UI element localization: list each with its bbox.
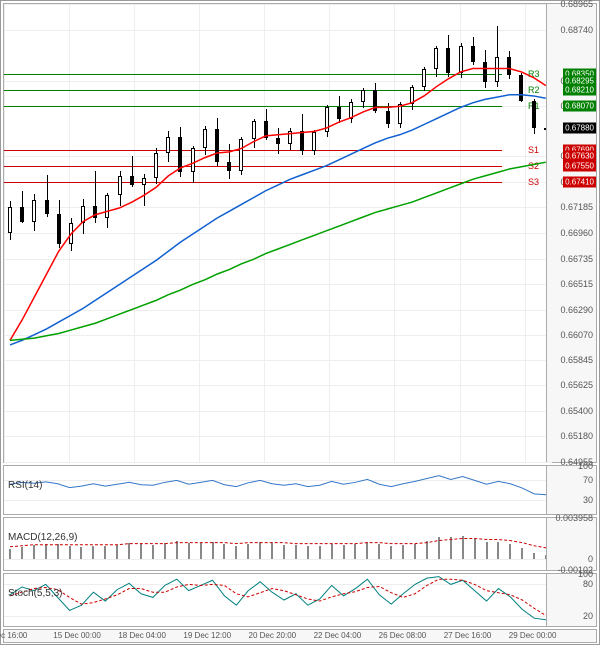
macd-label: MACD(12,26,9) bbox=[8, 532, 77, 543]
rsi-label: RSI(14) bbox=[8, 480, 42, 491]
macd-panel[interactable]: MACD(12,26,9) 0.0039580-0.00102 bbox=[3, 517, 597, 571]
sr-label-r2: R2 bbox=[528, 85, 540, 95]
stoch-label: Stoch(5,5,3) bbox=[8, 588, 62, 599]
sr-line-s1 bbox=[4, 150, 502, 151]
sr-label-s1: S1 bbox=[528, 145, 539, 155]
y-tick: 0.68740 bbox=[560, 25, 593, 35]
x-tick: 27 Dec 16:00 bbox=[444, 631, 492, 640]
price-panel[interactable]: R3R2R1S1S2S3 0.689650.687400.682950.6807… bbox=[3, 3, 597, 463]
sub-tick: 0.003958 bbox=[555, 513, 593, 523]
rsi-chart-area bbox=[4, 466, 546, 514]
price-tag: 0.67630 bbox=[563, 151, 596, 162]
stoch-y-axis: 2080100 bbox=[546, 574, 596, 626]
sub-tick: 30 bbox=[583, 495, 593, 505]
y-tick: 0.66515 bbox=[560, 279, 593, 289]
rsi-panel[interactable]: RSI(14) 3070100 bbox=[3, 465, 597, 515]
sr-label-s2: S2 bbox=[528, 161, 539, 171]
price-y-axis: 0.689650.687400.682950.680700.676300.674… bbox=[546, 4, 596, 462]
y-tick: 0.65180 bbox=[560, 431, 593, 441]
sub-tick: 100 bbox=[578, 461, 593, 471]
sub-tick: 0 bbox=[588, 554, 593, 564]
price-chart-area[interactable]: R3R2R1S1S2S3 bbox=[4, 4, 552, 462]
macd-chart-area bbox=[4, 518, 546, 570]
current-price-tag: 0.67880 bbox=[563, 122, 596, 133]
y-tick: 0.66290 bbox=[560, 305, 593, 315]
x-tick: 15 Dec 00:00 bbox=[53, 631, 101, 640]
price-tag: 0.67410 bbox=[563, 176, 596, 187]
sr-line-s3 bbox=[4, 182, 502, 183]
sr-label-s3: S3 bbox=[528, 177, 539, 187]
sr-line-r1 bbox=[4, 106, 502, 107]
y-tick: 0.66960 bbox=[560, 228, 593, 238]
sub-tick: 80 bbox=[583, 579, 593, 589]
price-tag: 0.68070 bbox=[563, 101, 596, 112]
x-tick: 19 Dec 12:00 bbox=[183, 631, 231, 640]
sub-tick: 100 bbox=[578, 569, 593, 579]
sub-tick: 20 bbox=[583, 611, 593, 621]
x-tick: 26 Dec 08:00 bbox=[379, 631, 427, 640]
sr-line-r2 bbox=[4, 90, 502, 91]
sub-tick: 70 bbox=[583, 475, 593, 485]
sr-label-r3: R3 bbox=[528, 69, 540, 79]
stoch-panel[interactable]: Stoch(5,5,3) 2080100 bbox=[3, 573, 597, 627]
y-tick: 0.66735 bbox=[560, 254, 593, 264]
x-tick: 22 Dec 04:00 bbox=[314, 631, 362, 640]
macd-y-axis: 0.0039580-0.00102 bbox=[546, 518, 596, 570]
price-tag: 0.68295 bbox=[563, 75, 596, 86]
sr-line-r3 bbox=[4, 74, 502, 75]
x-tick: ec 16:00 bbox=[0, 631, 27, 640]
y-tick: 0.65400 bbox=[560, 406, 593, 416]
time-x-axis: ec 16:00 15 Dec 00:00 18 Dec 04:00 19 Dec 1… bbox=[3, 629, 597, 643]
sr-line-s2 bbox=[4, 166, 502, 167]
chart-container: R3R2R1S1S2S3 0.689650.687400.682950.6807… bbox=[0, 0, 600, 645]
price-tag: 0.68210 bbox=[563, 85, 596, 96]
y-tick: 0.65625 bbox=[560, 380, 593, 390]
stoch-chart-area bbox=[4, 574, 546, 626]
y-tick: 0.65845 bbox=[560, 355, 593, 365]
x-tick: 20 Dec 20:00 bbox=[249, 631, 297, 640]
x-tick: 18 Dec 04:00 bbox=[118, 631, 166, 640]
y-tick: 0.68965 bbox=[560, 0, 593, 9]
rsi-y-axis: 3070100 bbox=[546, 466, 596, 514]
y-tick: 0.67185 bbox=[560, 202, 593, 212]
y-tick: 0.66070 bbox=[560, 330, 593, 340]
x-tick: 29 Dec 00:00 bbox=[509, 631, 557, 640]
